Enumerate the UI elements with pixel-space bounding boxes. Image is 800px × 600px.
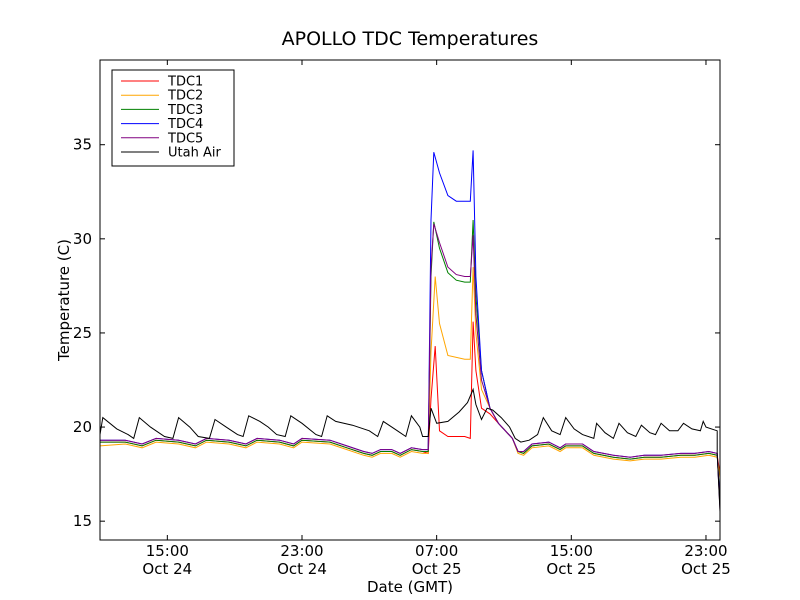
legend-label: TDC5	[167, 131, 203, 146]
series-line-tdc1	[100, 322, 720, 475]
legend-label: TDC3	[167, 103, 203, 118]
x-tick-time-label: 15:00	[550, 542, 593, 560]
x-tick-date-label: Oct 25	[546, 560, 596, 578]
series-line-tdc5	[100, 224, 720, 510]
y-tick-label: 35	[73, 136, 92, 154]
chart-title: APOLLO TDC Temperatures	[282, 28, 539, 50]
x-tick-date-label: Oct 24	[277, 560, 327, 578]
x-tick-time-label: 23:00	[684, 542, 727, 560]
legend-label: TDC2	[167, 89, 203, 104]
series-layer	[100, 150, 720, 511]
series-line-tdc2	[100, 267, 720, 478]
x-tick-date-label: Oct 25	[681, 560, 731, 578]
legend-label: TDC4	[167, 117, 203, 132]
legend-label: Utah Air	[168, 146, 221, 161]
y-tick-label: 20	[73, 418, 92, 436]
x-tick-time-label: 15:00	[146, 542, 189, 560]
legend-label: TDC1	[167, 75, 203, 90]
x-axis-label: Date (GMT)	[367, 578, 453, 596]
y-axis-label: Temperature (C)	[55, 239, 73, 362]
x-tick-time-label: 07:00	[415, 542, 458, 560]
x-tick-date-label: Oct 24	[142, 560, 192, 578]
y-tick-label: 25	[73, 324, 92, 342]
y-tick-label: 30	[73, 230, 92, 248]
series-line-tdc3	[100, 220, 720, 502]
x-tick-date-label: Oct 25	[412, 560, 462, 578]
y-tick-label: 15	[73, 512, 92, 530]
x-tick-time-label: 23:00	[280, 542, 323, 560]
